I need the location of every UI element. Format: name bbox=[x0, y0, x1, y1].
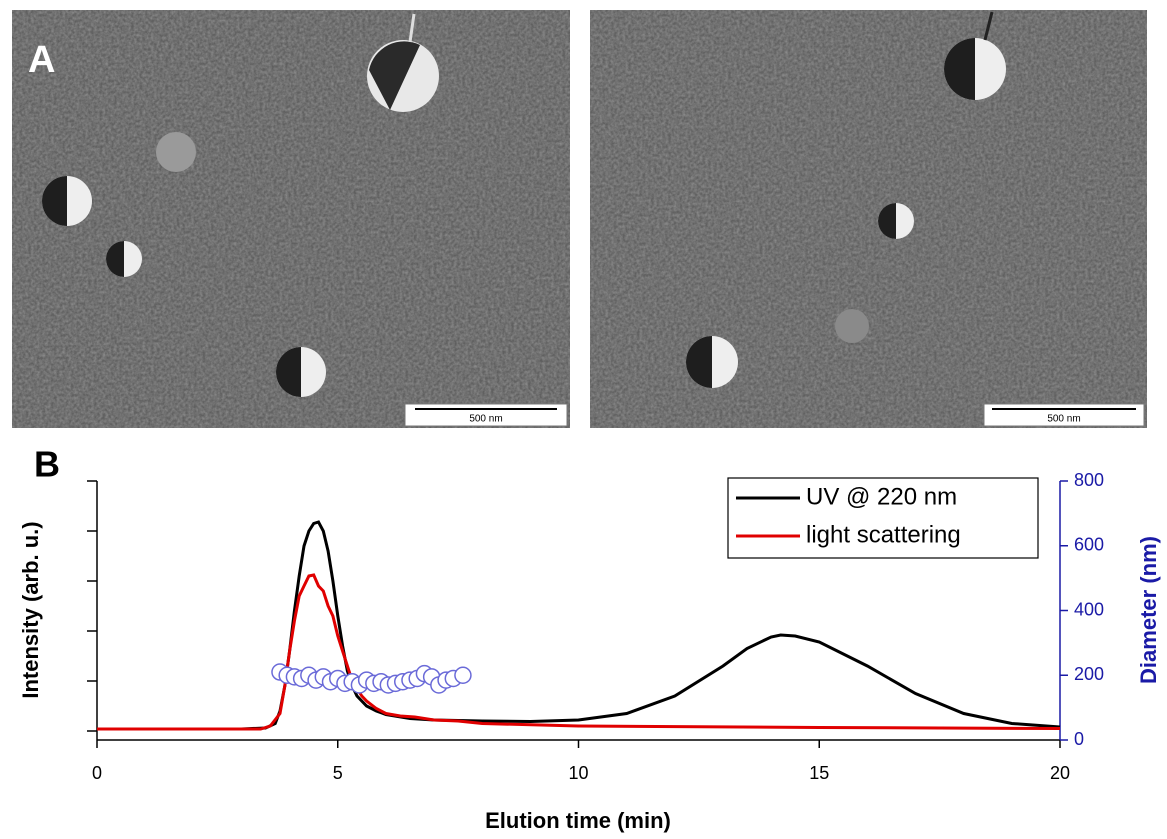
data-line bbox=[97, 575, 1060, 729]
y2-axis-label: Diameter (nm) bbox=[1136, 536, 1161, 684]
panel-label: A bbox=[28, 39, 55, 81]
legend-label: UV @ 220 nm bbox=[806, 483, 957, 510]
x-tick-label: 10 bbox=[568, 763, 588, 783]
scale-bar-label: 500 nm bbox=[469, 414, 502, 425]
x-tick-label: 15 bbox=[809, 763, 829, 783]
legend-label: light scattering bbox=[806, 521, 961, 548]
scale-bar-label: 500 nm bbox=[1047, 414, 1080, 425]
y2-tick-label: 400 bbox=[1074, 599, 1104, 619]
y2-tick-label: 200 bbox=[1074, 664, 1104, 684]
data-point bbox=[455, 667, 471, 683]
y-axis-label: Intensity (arb. u.) bbox=[18, 521, 43, 698]
page: A 500 nm 500 nm B Elution time (min) Int… bbox=[0, 0, 1167, 839]
y2-tick-label: 600 bbox=[1074, 535, 1104, 555]
figure: A 500 nm 500 nm B Elution time (min) Int… bbox=[0, 0, 1167, 839]
x-tick-label: 20 bbox=[1050, 763, 1070, 783]
x-tick-label: 0 bbox=[92, 763, 102, 783]
y2-tick-label: 800 bbox=[1074, 470, 1104, 490]
x-tick-label: 5 bbox=[333, 763, 343, 783]
sem-image-right: 500 nm bbox=[590, 10, 1147, 428]
y2-tick-label: 0 bbox=[1074, 729, 1084, 749]
x-axis-label: Elution time (min) bbox=[485, 808, 671, 833]
sem-image-left: A 500 nm bbox=[12, 10, 570, 428]
panel-label: B bbox=[34, 444, 60, 485]
